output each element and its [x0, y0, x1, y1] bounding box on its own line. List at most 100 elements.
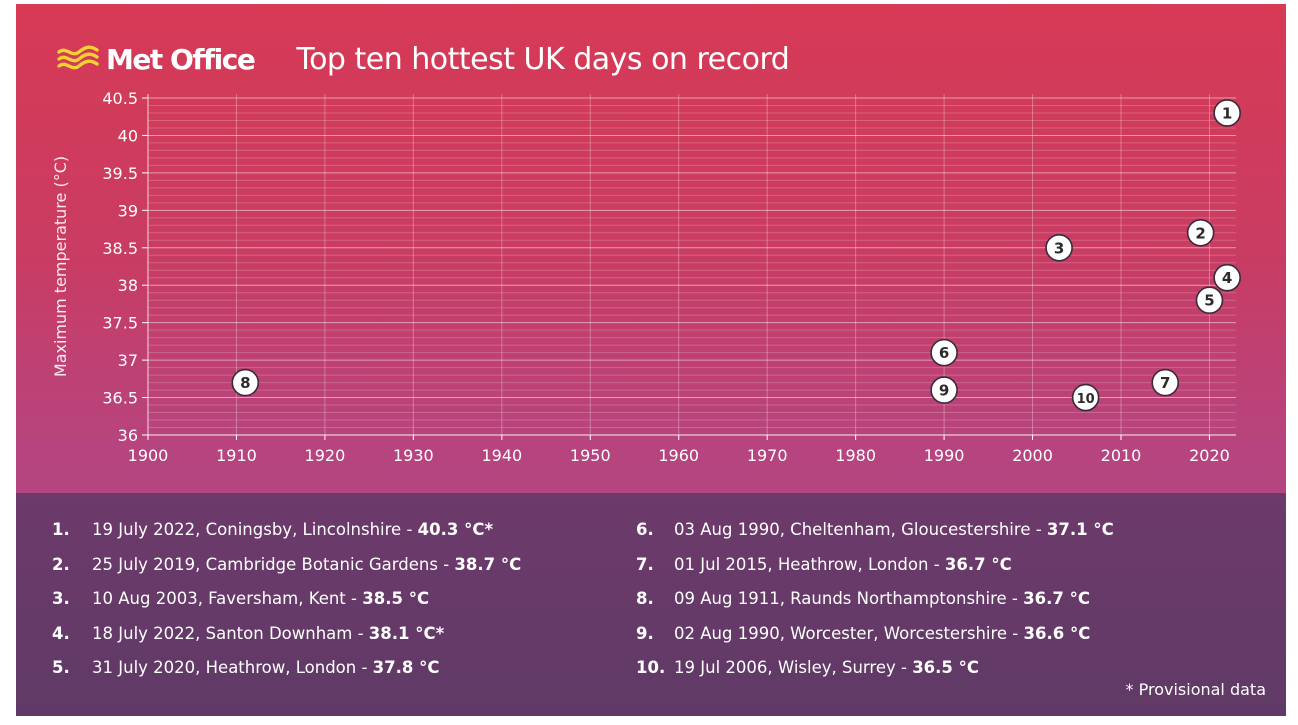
record-rank: 8. [636, 589, 654, 608]
data-point-marker [1186, 219, 1215, 247]
data-point: 4 [1213, 263, 1241, 292]
record-temperature: 38.5 °C [362, 589, 430, 608]
x-tick-label: 1960 [658, 446, 699, 465]
data-point-label: 10 [1077, 392, 1095, 407]
x-tick-label: 2020 [1189, 446, 1230, 465]
data-point-marker [1213, 99, 1241, 127]
record-rank: 1. [52, 520, 70, 539]
record-description: 02 Aug 1990, Worcester, Worcestershire - [674, 623, 1024, 643]
x-tick-label: 1900 [128, 446, 169, 465]
record-description: 10 Aug 2003, Faversham, Kent - [92, 589, 363, 608]
brand-name: Met Office [106, 42, 256, 76]
record-item: 9. 02 Aug 1990, Worcester, Worcestershire… [636, 624, 1114, 659]
data-point-label: 8 [240, 374, 250, 392]
record-temperature: 36.5 °C [912, 658, 980, 677]
scatter-chart: 36 36.5 37 37.5 38 38.5 3 9 39.5 40 40.5 1900 1910 19… [51, 89, 1241, 465]
data-point-marker [1213, 263, 1241, 292]
record-description: 19 July 2022, Coningsby, Lincolnshire - [92, 520, 418, 539]
record-item: 4. 18 July 2022, Santon Downham - 38.1 °C… [52, 624, 521, 659]
data-point-label: 4 [1222, 269, 1232, 287]
record-temperature: 36.7 °C [1023, 589, 1090, 608]
records-list-panel [16, 493, 1286, 716]
data-point: 2 [1186, 219, 1215, 247]
record-temperature: 36.7 °C [944, 554, 1012, 574]
record-item: 5. 31 July 2020, Heathrow, London - 37.8 … [52, 658, 521, 693]
y-tick-label: 36.5 [102, 389, 138, 408]
record-description: 09 Aug 1911, Raunds Northamptonshire - [674, 589, 1024, 608]
record-description: 01 Jul 2015, Heathrow, London - [674, 554, 945, 574]
data-point: 5 [1195, 286, 1224, 315]
data-point-marker [1151, 368, 1180, 397]
record-description: 25 July 2019, Cambridge Botanic Gardens … [92, 554, 455, 574]
data-point: 1 [1213, 99, 1241, 127]
record-item: 6. 03 Aug 1990, Cheltenham, Gloucestershi… [636, 520, 1114, 555]
data-point-marker [231, 368, 260, 397]
record-description: 31 July 2020, Heathrow, London - [92, 658, 373, 677]
data-point-marker [1071, 383, 1100, 412]
data-point: 10 [1071, 383, 1100, 412]
y-tick-label: 37 [118, 351, 138, 370]
data-point: 9 [930, 376, 958, 404]
records-list-right: 6. 03 Aug 1990, Cheltenham, Gloucestershi… [636, 520, 1114, 693]
chart-points: 1 2 3 45 6 7 8 9 10 [231, 99, 1241, 412]
x-tick-label: 1950 [570, 446, 611, 465]
record-item: 1. 19 July 2022, Coningsby, Lincolnshire … [52, 520, 521, 555]
header: Met Office Top ten hottest UK days on re… [56, 34, 790, 84]
data-point: 7 [1151, 368, 1180, 397]
x-tick-label: 1940 [481, 446, 522, 465]
data-point-label: 6 [939, 344, 949, 362]
data-point-label: 1 [1222, 104, 1232, 122]
data-point-marker [1195, 286, 1224, 315]
record-description: 03 Aug 1990, Cheltenham, Gloucestershire… [674, 520, 1047, 539]
y-tick-label: 38.5 [102, 239, 138, 258]
y-tick-label: 36 [118, 426, 138, 445]
data-point-marker [1045, 233, 1073, 262]
record-rank: 2. [52, 554, 70, 574]
x-tick-label: 1930 [393, 446, 434, 465]
record-rank: 5. [52, 658, 70, 677]
y-tick-label: 39.5 [102, 164, 138, 183]
record-rank: 7. [636, 554, 654, 574]
x-tick-label: 1970 [747, 446, 788, 465]
y-tick-label: 40.5 [102, 89, 138, 108]
x-tick-label: 1990 [924, 446, 965, 465]
data-point: 8 [231, 368, 260, 397]
data-point-label: 3 [1054, 239, 1064, 257]
y-tick-label: 38 [118, 276, 138, 295]
record-temperature: 40.3 °C* [417, 520, 494, 539]
chart-axes: 36 36.5 37 37.5 38 38.5 3 9 39.5 40 40.5 1900 1910 19… [51, 89, 1236, 465]
data-point: 6 [930, 338, 958, 367]
record-rank: 9. [636, 623, 654, 643]
y-tick-label: 40 [118, 126, 138, 145]
record-temperature: 38.1 °C* [368, 623, 445, 643]
record-temperature: 37.8 °C [372, 658, 440, 677]
chart-title: Top ten hottest UK days on record [296, 41, 790, 77]
infographic-card: 36 36.5 37 37.5 38 38.5 39 39.5 40 40.5 1900 1910 19… [16, 4, 1286, 716]
record-item: 10. 19 Jul 2006, Wisley, Surrey - 36.5 °C [636, 658, 1114, 693]
x-tick-label: 1980 [835, 446, 876, 465]
data-point-label: 9 [939, 382, 949, 400]
data-point-marker [930, 376, 958, 404]
data-point-marker [930, 338, 958, 367]
record-temperature: 38.7 °C [454, 554, 522, 574]
data-point-label: 5 [1204, 292, 1214, 310]
y-axis-title: Maximum temperature (°C) [51, 156, 70, 377]
record-temperature: 37.1 °C [1046, 520, 1114, 539]
record-item: 2. 25 July 2019, Cambridge Botanic Garden… [52, 555, 521, 590]
y-tick-label: 37.5 [102, 314, 138, 333]
record-rank: 6. [636, 520, 654, 539]
record-item: 3. 10 Aug 2003, Faversham, Kent - 38.5 °C [52, 589, 521, 624]
x-tick-label: 2010 [1101, 446, 1142, 465]
record-rank: 10. [636, 658, 666, 677]
record-item: 7. 01 Jul 2015, Heathrow, London - 36.7 °… [636, 555, 1114, 590]
data-point-label: 2 [1195, 224, 1205, 242]
record-temperature: 36.6 °C [1023, 623, 1091, 643]
chart-gridlines [148, 94, 1236, 436]
met-office-logo-icon [57, 45, 99, 70]
footnote: * Provisional data [1125, 680, 1266, 699]
x-tick-label: 1910 [216, 446, 257, 465]
record-description: 18 July 2022, Santon Downham - [92, 623, 369, 643]
record-item: 8. 09 Aug 1911, Raunds Northamptonshire -… [636, 589, 1114, 624]
record-rank: 3. [52, 589, 70, 608]
data-point: 3 [1045, 233, 1073, 262]
